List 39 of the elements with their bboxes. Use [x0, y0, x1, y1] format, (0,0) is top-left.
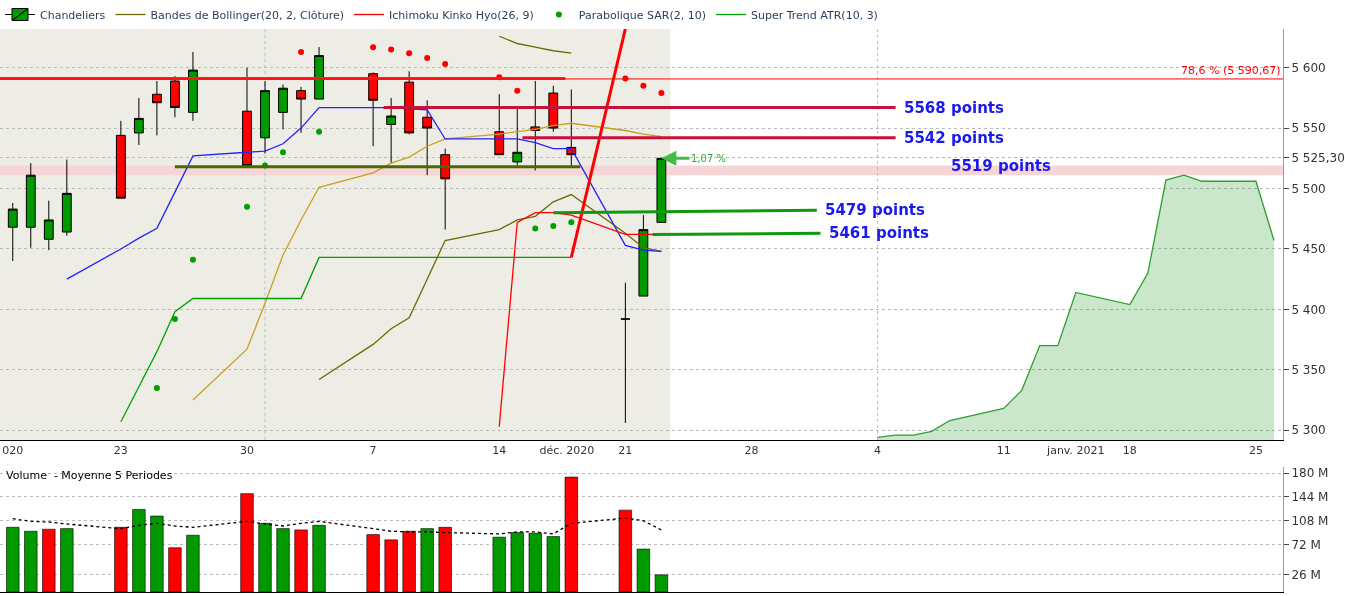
- y-tick-label: 5 350: [1291, 363, 1326, 377]
- x-tick-label: 4: [874, 444, 882, 458]
- legend-label: Ichimoku Kinko Hyo(26, 9): [389, 8, 534, 22]
- x-tick-label: janv. 2021: [1046, 444, 1105, 458]
- y-tick-label: 108 M: [1291, 513, 1329, 528]
- legend-label: Chandeliers: [40, 8, 106, 22]
- y-tick-label: 5 525,30: [1291, 151, 1345, 166]
- chart-title: Volume - Moyenne 5 Periodes: [6, 469, 173, 482]
- x-tick-label: déc. 2020: [539, 444, 595, 458]
- annotation: 1,07 %: [691, 153, 726, 164]
- y-tick-label: 5 500: [1291, 181, 1326, 196]
- legend-label: Bandes de Bollinger(20, 2, Clôture): [150, 8, 345, 22]
- series-label: 5542 points: [904, 129, 1004, 147]
- y-tick-label: 144 M: [1291, 490, 1329, 505]
- x-tick-label: 23: [113, 444, 128, 458]
- series-label: 5461 points: [829, 224, 929, 242]
- y-tick-label: 5 550: [1291, 121, 1326, 136]
- legend-label: Super Trend ATR(10, 3): [750, 8, 878, 22]
- band-label: 5519 points: [951, 157, 1051, 175]
- series-label: 5568 points: [904, 99, 1004, 117]
- legend-label: Parabolique SAR(2, 10): [578, 8, 706, 22]
- y-tick-label: 180 M: [1291, 466, 1329, 481]
- y-tick-label: 5 450: [1291, 242, 1326, 257]
- x-tick-label: 7: [369, 444, 377, 458]
- y-tick-label: 5 600: [1291, 60, 1326, 75]
- x-tick-label: 28: [744, 444, 759, 458]
- y-tick-label: 5 300: [1291, 423, 1326, 438]
- x-tick-label: 25: [1248, 444, 1263, 458]
- series-label: 5479 points: [825, 201, 925, 219]
- x-tick-label: 14: [492, 444, 507, 458]
- ref-line-label: 78,6 % (5 590,67): [1181, 64, 1281, 77]
- y-tick-label: 26 M: [1291, 568, 1321, 583]
- x-tick-label: 11: [996, 444, 1011, 458]
- x-tick-label: 18: [1122, 444, 1137, 458]
- y-tick-label: 72 M: [1291, 537, 1321, 552]
- x-tick-label: 30: [239, 444, 254, 458]
- x-tick-label: 020: [2, 444, 24, 458]
- x-tick-label: 21: [618, 444, 633, 458]
- y-tick-label: 5 400: [1291, 302, 1326, 317]
